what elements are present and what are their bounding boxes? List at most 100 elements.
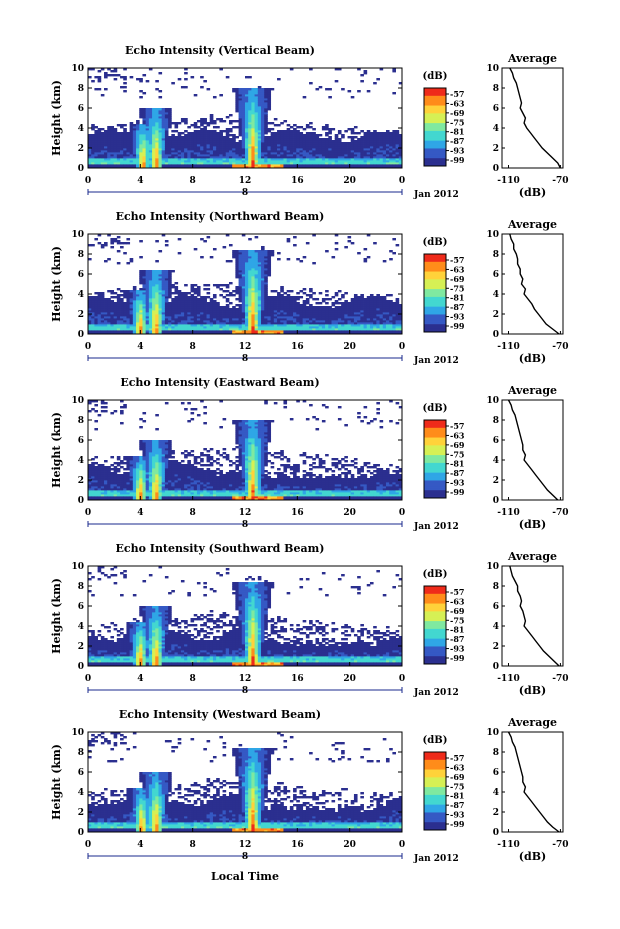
heatmap-cell bbox=[363, 308, 368, 311]
heatmap-cell bbox=[302, 156, 307, 159]
heatmap-cell bbox=[132, 128, 137, 131]
heatmap-cell bbox=[337, 314, 342, 317]
heatmap-cell bbox=[91, 300, 95, 303]
heatmap-cell bbox=[196, 324, 201, 327]
heatmap-cell bbox=[280, 130, 284, 133]
heatmap-cell bbox=[264, 98, 268, 101]
heatmap-cell bbox=[257, 120, 262, 123]
heatmap-cell bbox=[344, 146, 348, 149]
heatmap-cell bbox=[110, 242, 115, 245]
heatmap-cell bbox=[251, 112, 256, 115]
heatmap-cell bbox=[116, 312, 121, 315]
heatmap-cell bbox=[136, 128, 140, 131]
heatmap-cell bbox=[251, 152, 256, 155]
heatmap-cell bbox=[232, 120, 236, 123]
heatmap-cell bbox=[177, 78, 182, 81]
colorbar-swatch bbox=[424, 101, 446, 104]
heatmap-cell bbox=[155, 152, 159, 155]
heatmap-cell bbox=[373, 150, 377, 153]
heatmap-cell bbox=[337, 152, 342, 155]
heatmap-cell bbox=[148, 144, 153, 147]
heatmap-cell bbox=[280, 290, 284, 293]
heatmap-cell bbox=[264, 120, 268, 123]
heatmap-cell bbox=[257, 256, 262, 259]
heatmap-cell bbox=[296, 154, 300, 157]
heatmap-cell bbox=[88, 326, 92, 329]
heatmap-cell bbox=[289, 328, 294, 331]
panel-0: Echo Intensity (Vertical Beam)0246810Hei… bbox=[50, 44, 569, 200]
heatmap-cell bbox=[369, 312, 374, 315]
heatmap-cell bbox=[257, 92, 262, 95]
heatmap-cell bbox=[142, 298, 147, 301]
heatmap-cell bbox=[132, 332, 137, 335]
heatmap-cell bbox=[379, 154, 384, 157]
colorbar-swatch bbox=[424, 314, 446, 317]
heatmap-cell bbox=[190, 142, 195, 145]
heatmap-cell bbox=[216, 322, 220, 325]
heatmap-cell bbox=[145, 142, 150, 145]
heatmap-cell bbox=[155, 298, 159, 301]
heatmap-cell bbox=[91, 128, 95, 131]
heatmap-cell bbox=[123, 152, 127, 155]
heatmap-cell bbox=[267, 136, 272, 139]
heatmap-cell bbox=[206, 310, 211, 313]
heatmap-cell bbox=[225, 140, 230, 143]
heatmap-cell bbox=[270, 318, 275, 321]
heatmap-cell bbox=[193, 164, 198, 167]
heatmap-cell bbox=[164, 162, 169, 165]
heatmap-cell bbox=[148, 156, 153, 159]
heatmap-cell bbox=[219, 130, 223, 133]
heatmap-cell bbox=[88, 478, 92, 481]
heatmap-cell bbox=[235, 330, 239, 333]
heatmap-cell bbox=[184, 148, 188, 151]
heatmap-cell bbox=[168, 310, 172, 313]
heatmap-cell bbox=[245, 282, 249, 285]
heatmap-cell bbox=[177, 292, 182, 295]
heatmap-cell bbox=[347, 136, 352, 139]
heatmap-cell bbox=[293, 130, 297, 133]
heatmap-cell bbox=[174, 156, 179, 159]
heatmap-cell bbox=[251, 136, 256, 139]
heatmap-cell bbox=[261, 252, 265, 255]
heatmap-cell bbox=[152, 296, 156, 299]
heatmap-cell bbox=[369, 300, 374, 303]
heatmap-cell bbox=[395, 138, 400, 141]
heatmap-cell bbox=[267, 130, 272, 133]
heatmap-cell bbox=[129, 152, 134, 155]
heatmap-cell bbox=[88, 164, 92, 167]
heatmap-cell bbox=[235, 264, 239, 267]
heatmap-cell bbox=[196, 306, 201, 309]
heatmap-cell bbox=[245, 306, 249, 309]
heatmap-cell bbox=[328, 328, 332, 331]
heatmap-cell bbox=[293, 314, 297, 317]
heatmap-cell bbox=[200, 256, 204, 259]
heatmap-cell bbox=[261, 294, 265, 297]
heatmap-cell bbox=[277, 142, 281, 145]
heatmap-cell bbox=[248, 320, 252, 323]
heatmap-cell bbox=[357, 310, 361, 313]
heatmap-cell bbox=[309, 166, 313, 169]
heatmap-cell bbox=[347, 156, 352, 159]
heatmap-cell bbox=[88, 464, 92, 467]
heatmap-cell bbox=[104, 162, 108, 165]
colorbar-swatch bbox=[424, 318, 446, 321]
heatmap-cell bbox=[305, 332, 310, 335]
heatmap-cell bbox=[123, 160, 127, 163]
heatmap-cell bbox=[283, 322, 288, 325]
heatmap-cell bbox=[392, 132, 396, 135]
heatmap-cell bbox=[395, 154, 400, 157]
heatmap-cell bbox=[257, 150, 262, 153]
heatmap-cell bbox=[148, 288, 153, 291]
heatmap-cell bbox=[193, 314, 198, 317]
heatmap-cell bbox=[302, 316, 307, 319]
heatmap-cell bbox=[299, 166, 304, 169]
heatmap-cell bbox=[245, 132, 249, 135]
heatmap-cell bbox=[337, 156, 342, 159]
heatmap-cell bbox=[91, 328, 95, 331]
heatmap-cell bbox=[193, 94, 198, 97]
heatmap-cell bbox=[97, 304, 102, 307]
heatmap-cell bbox=[241, 144, 246, 147]
heatmap-cell bbox=[225, 234, 230, 237]
heatmap-cell bbox=[145, 316, 150, 319]
heatmap-cell bbox=[180, 138, 185, 141]
